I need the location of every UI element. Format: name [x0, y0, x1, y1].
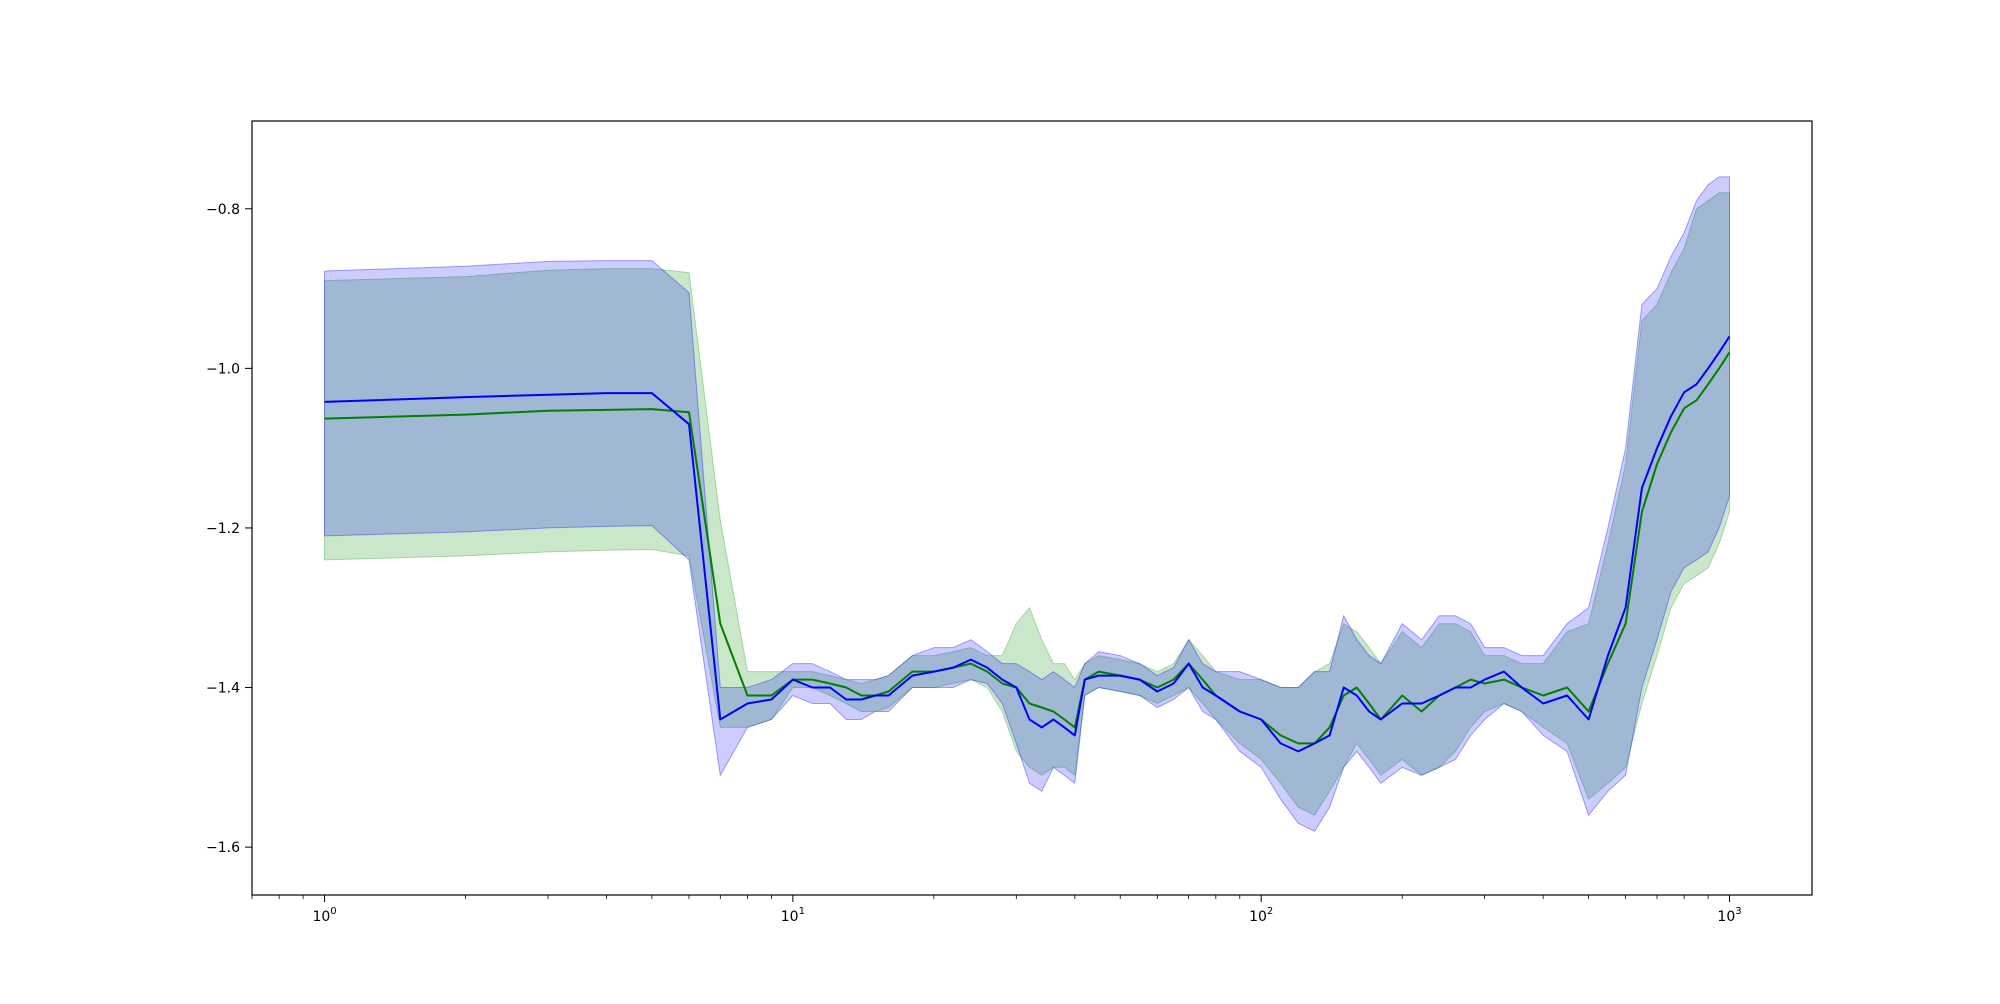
x-tick-label: 102	[1249, 906, 1273, 925]
y-tick-label: −1.0	[206, 361, 240, 377]
y-tick-label: −1.2	[206, 521, 240, 537]
plot-frame	[251, 120, 1813, 896]
series-0-band	[324, 192, 1730, 816]
y-tick-label: −1.6	[206, 840, 240, 856]
confidence-bands	[324, 176, 1730, 832]
series-1-band	[324, 176, 1730, 832]
series-lines	[324, 335, 1731, 753]
y-tick-label: −0.8	[206, 202, 240, 218]
x-tick-label: 101	[781, 906, 805, 925]
y-axis: −0.8 −1.0 −1.2 −1.4 −1.6	[206, 202, 252, 856]
y-tick-label: −1.4	[206, 681, 240, 697]
plot-background	[252, 121, 1812, 895]
series-1-line	[324, 335, 1731, 753]
x-axis: 100 101 102 103	[251, 895, 1742, 925]
series-0-line	[324, 351, 1731, 745]
x-tick-label: 103	[1717, 906, 1741, 925]
x-tick-label: 100	[312, 906, 336, 925]
